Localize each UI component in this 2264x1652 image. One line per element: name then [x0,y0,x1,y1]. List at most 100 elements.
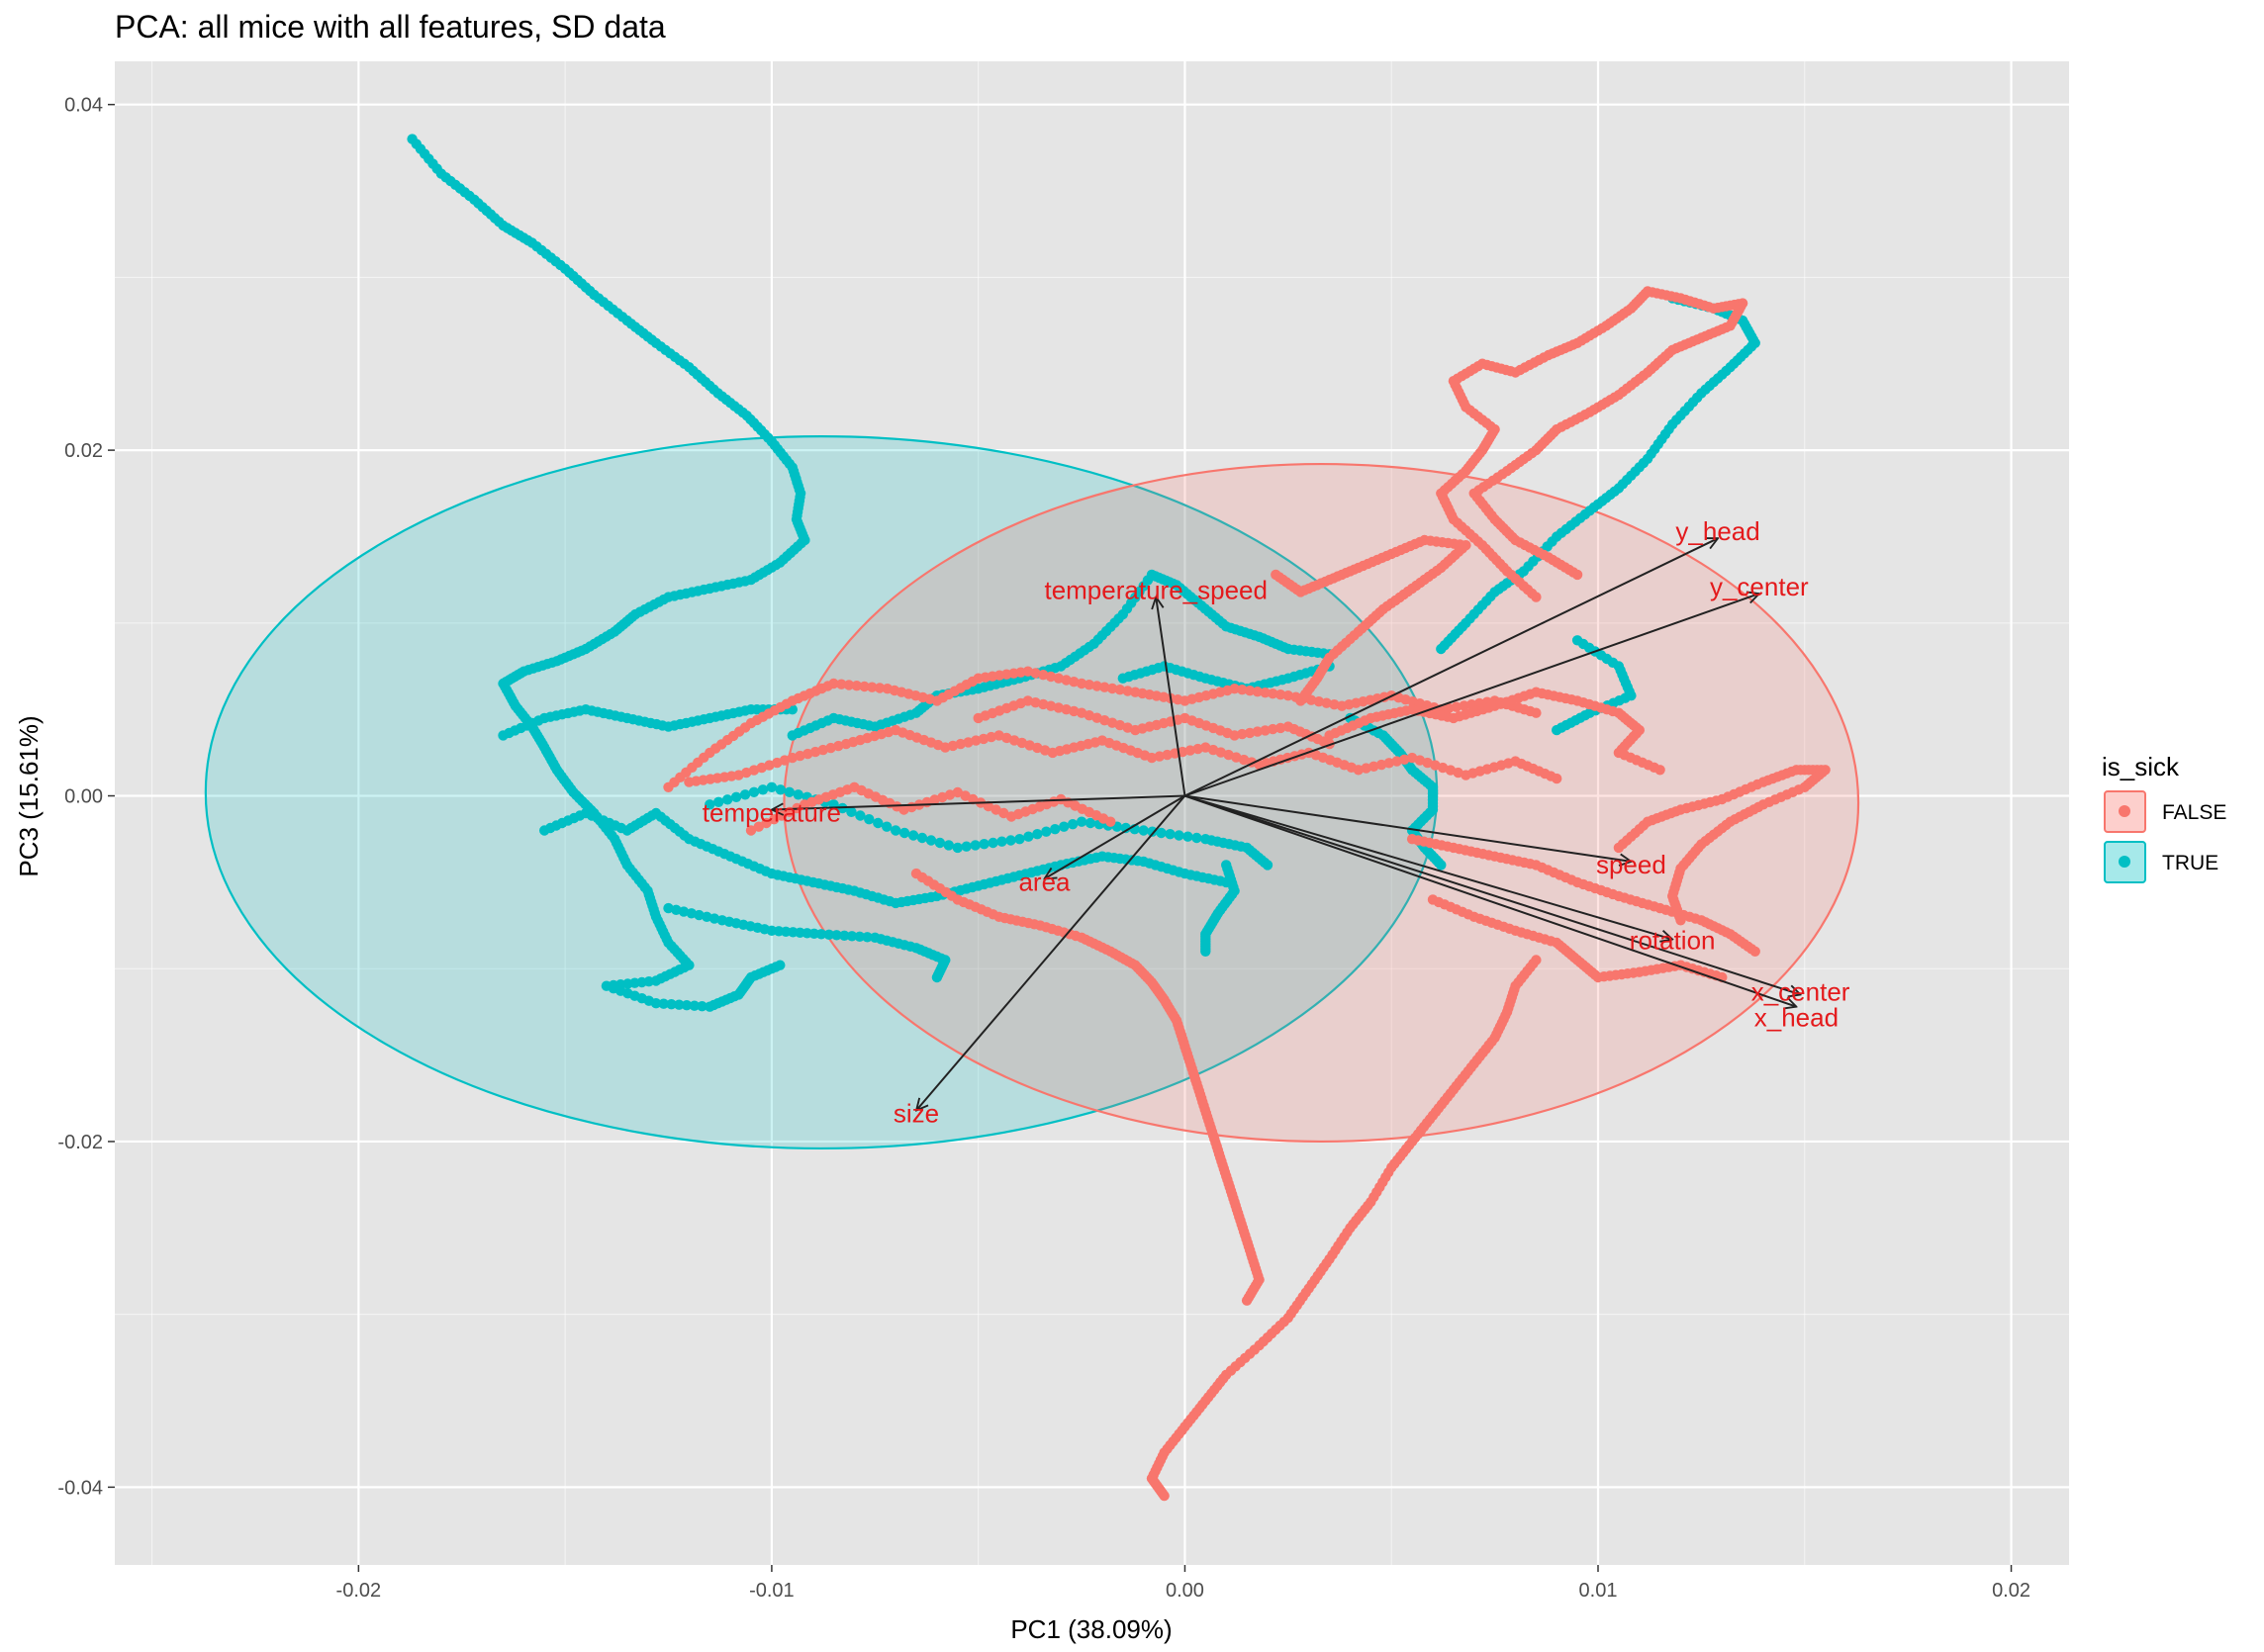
data-point [1084,680,1095,690]
data-point [873,817,884,829]
data-point [916,832,928,844]
data-point [934,837,946,849]
data-point [1001,732,1012,744]
x-axis-ticks: -0.02 -0.01 0.00 0.01 0.02 [336,1565,2030,1602]
legend-title: is_sick [2102,752,2180,781]
data-point [1191,832,1202,844]
data-point [1268,723,1278,735]
data-point [795,750,805,762]
data-point [882,821,893,832]
data-point [769,814,780,825]
data-point [1106,683,1118,694]
y-axis-title: PC3 (15.61%) [14,715,44,876]
data-point [1252,726,1264,737]
loading-label-temperature_speed: temperature_speed [1044,576,1267,605]
data-point [855,810,866,821]
y-axis-ticks: -0.04 -0.02 0.00 0.02 0.04 [57,95,115,1499]
loading-arrow-speed [1184,794,1631,862]
data-point [1162,749,1173,761]
data-point [1443,702,1455,714]
data-point [1099,682,1110,692]
loading-arrow-y_center [1184,594,1758,797]
data-point [1422,757,1433,769]
data-point [1229,730,1240,741]
data-point [1159,1490,1170,1502]
data-point [823,929,834,940]
data-point [1241,1295,1253,1306]
data-point [1274,722,1286,734]
data-point [745,825,757,836]
data-point [854,931,865,942]
data-point [1406,752,1418,764]
data-point [1200,742,1211,753]
data-point [864,814,875,825]
data-point [730,791,742,802]
data-point [1231,752,1242,763]
legend-entry-false: FALSE [2104,790,2226,833]
data-point [1229,684,1240,694]
data-point [1030,668,1041,679]
data-point [753,821,764,832]
data-point [833,740,844,752]
data-point [1654,765,1665,776]
legend-label-false: FALSE [2162,801,2226,824]
loading-label-size: size [894,1099,939,1129]
data-point [674,999,685,1010]
data-point [1237,728,1248,740]
data-point [1005,835,1016,846]
loading-label-area: area [1018,867,1071,896]
loading-label-y_center: y_center [1710,572,1809,601]
data-point [1451,701,1462,712]
data-point [851,681,862,691]
y-tick-label: 0.04 [64,95,103,117]
series-false [663,286,1831,1502]
data-point [1045,671,1057,683]
x-tick-label: -0.02 [336,1580,382,1602]
data-point [766,781,778,792]
data-point [1059,821,1070,832]
data-point [1146,752,1158,764]
data-point [1200,946,1211,957]
data-point [947,740,959,752]
data-point [979,839,990,850]
data-point [1069,705,1080,717]
data-point [839,930,850,941]
data-point [1050,824,1061,835]
data-point [708,913,720,924]
data-point [983,800,993,812]
data-point [1053,673,1065,684]
data-point [1076,816,1087,827]
y-tick-label: 0.00 [64,786,103,808]
data-point [1041,826,1052,837]
data-point [1571,569,1583,581]
data-point [1531,707,1542,718]
data-point [705,799,715,810]
y-tick-label: 0.02 [64,440,103,462]
data-point [793,789,803,800]
data-point [1353,765,1365,776]
data-point [1313,696,1325,707]
data-point [784,786,795,797]
data-point [898,804,909,815]
data-point [809,746,821,758]
data-point [1252,687,1264,697]
data-point [831,930,842,941]
data-point [1262,860,1274,871]
loading-arrow-temperature_speed [1156,597,1186,796]
legend: is_sick FALSE TRUE [2102,752,2226,883]
data-point [961,841,972,852]
loading-label-speed: speed [1596,850,1666,879]
data-point [764,760,775,771]
data-point [739,789,751,800]
data-point [713,796,724,807]
data-point [1274,689,1286,700]
data-point [658,998,669,1009]
data-point [1182,831,1193,842]
data-point [697,1001,708,1012]
data-point [836,679,847,689]
data-point [1147,826,1158,837]
loading-arrow-size [916,794,1186,1111]
data-point [943,840,954,851]
